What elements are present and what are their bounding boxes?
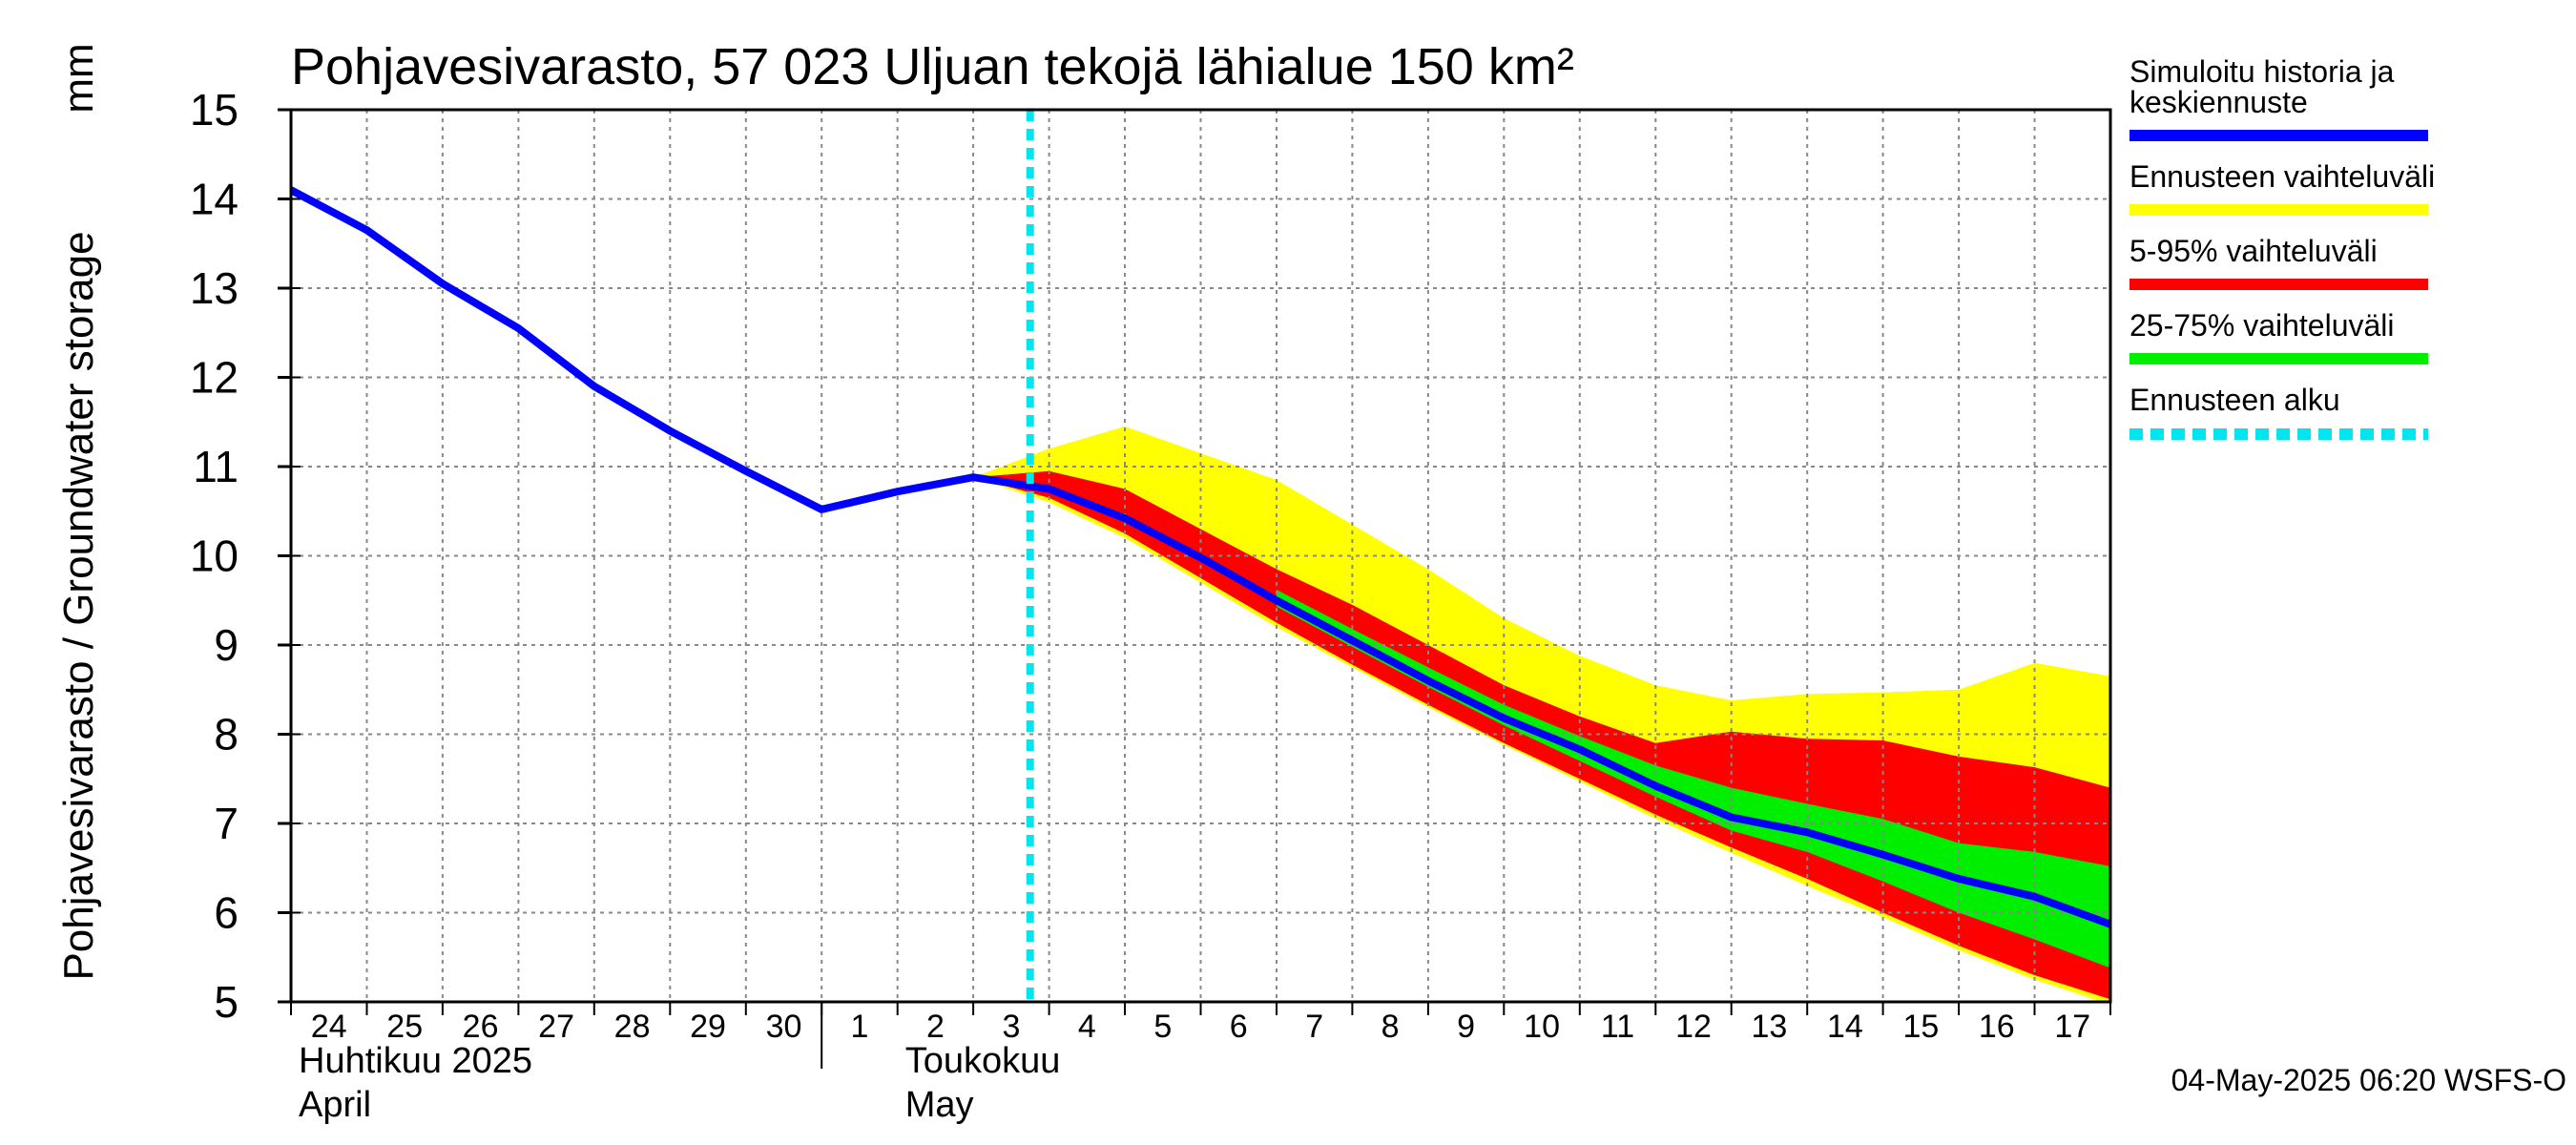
x-tick-label: 25 [386, 1009, 423, 1045]
x-tick-label: 29 [690, 1009, 726, 1045]
x-tick-label: 3 [1002, 1009, 1020, 1045]
month-label-english: May [905, 1085, 974, 1125]
legend-label: Simuloitu historia ja [2129, 54, 2395, 89]
legend-label: Ennusteen vaihteluväli [2129, 159, 2435, 194]
y-tick-label: 14 [190, 175, 239, 224]
y-axis-unit: mm [55, 43, 102, 113]
axes [278, 108, 2112, 1069]
y-tick-label: 12 [190, 353, 239, 403]
x-tick-label: 30 [766, 1009, 802, 1045]
x-tick-label: 11 [1601, 1009, 1634, 1045]
y-tick-label: 9 [214, 620, 239, 670]
legend-label: keskiennuste [2129, 85, 2308, 119]
chart-title: Pohjavesivarasto, 57 023 Uljuan tekojä l… [291, 38, 1574, 95]
y-tick-label: 10 [190, 531, 239, 581]
x-tick-label: 15 [1902, 1009, 1939, 1045]
x-tick-label: 10 [1524, 1009, 1560, 1045]
y-tick-label: 8 [214, 710, 239, 760]
x-tick-label: 6 [1230, 1009, 1248, 1045]
y-tick-labels: 5 6 7 8 9 10 11 12 13 14 15 [190, 85, 239, 1027]
x-tick-label: 9 [1457, 1009, 1475, 1045]
x-tick-label: 5 [1153, 1009, 1172, 1045]
legend-label: Ennusteen alku [2129, 383, 2340, 417]
month-label: Huhtikuu 2025 [299, 1041, 532, 1081]
y-axis-label: Pohjavesivarasto / Groundwater storage [55, 231, 102, 980]
x-tick-labels: 24 25 26 27 28 29 30 1 2 3 4 5 6 7 8 9 10 11 12 13 14 15 16 17 [311, 1009, 2090, 1045]
y-tick-label: 6 [214, 888, 239, 938]
x-tick-label: 24 [311, 1009, 347, 1045]
y-tick-label: 7 [214, 799, 239, 848]
y-tick-label: 5 [214, 977, 239, 1027]
x-tick-label: 28 [614, 1009, 651, 1045]
x-tick-label: 8 [1381, 1009, 1400, 1045]
grid-lines [291, 110, 2110, 1002]
x-tick-label: 2 [926, 1009, 945, 1045]
month-label: Toukokuu [905, 1041, 1061, 1081]
x-tick-label: 1 [850, 1009, 868, 1045]
y-tick-label: 13 [190, 263, 239, 313]
y-tick-label: 15 [190, 85, 239, 135]
x-tick-label: 4 [1078, 1009, 1096, 1045]
month-label-english: April [299, 1085, 371, 1125]
footer-timestamp: 04-May-2025 06:20 WSFS-O [2171, 1063, 2566, 1097]
series-lines [291, 186, 2110, 928]
series-line-simulated-history-and-mean-forecast [291, 186, 2110, 928]
x-tick-label: 26 [463, 1009, 499, 1045]
x-tick-label: 16 [1979, 1009, 2015, 1045]
x-tick-label: 12 [1675, 1009, 1712, 1045]
legend-label: 25-75% vaihteluväli [2129, 308, 2395, 343]
x-tick-label: 7 [1305, 1009, 1323, 1045]
y-tick-label: 11 [193, 442, 239, 491]
x-tick-label: 13 [1751, 1009, 1787, 1045]
x-tick-label: 17 [2054, 1009, 2090, 1045]
legend-label: 5-95% vaihteluväli [2129, 234, 2378, 268]
x-tick-label: 27 [538, 1009, 574, 1045]
x-tick-label: 14 [1827, 1009, 1863, 1045]
band-25-75-vaihteluv-li [1277, 590, 2110, 968]
